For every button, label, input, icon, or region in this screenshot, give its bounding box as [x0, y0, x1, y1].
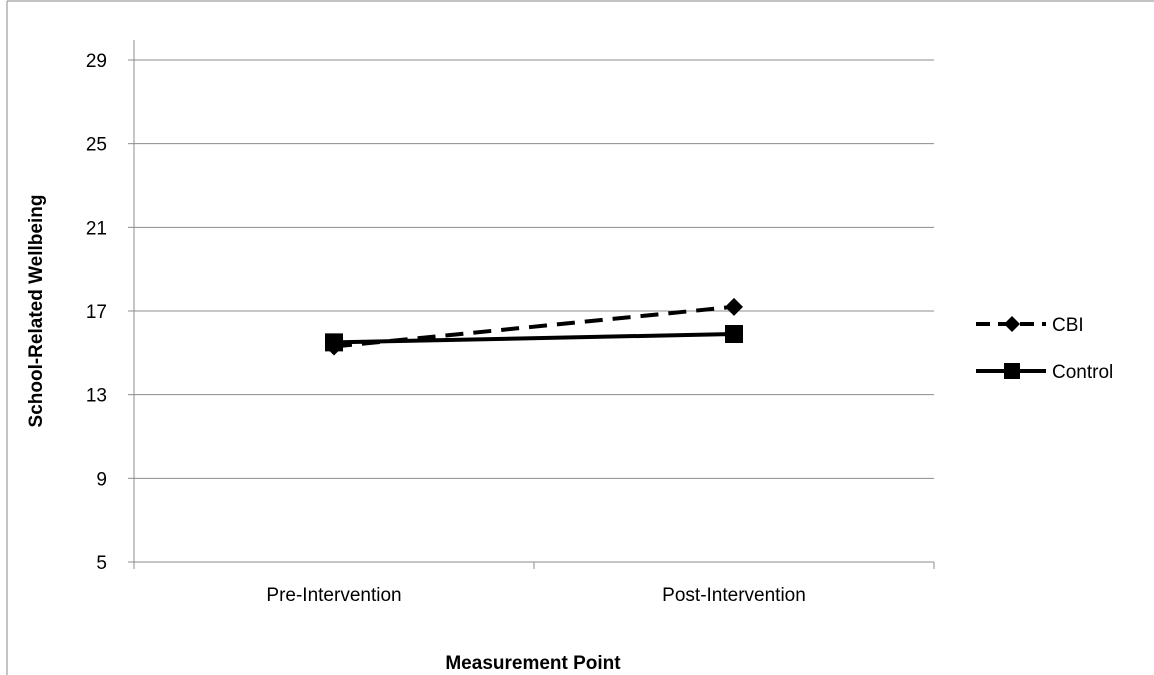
legend-label: Control	[1052, 362, 1113, 383]
x-tick-label: Pre-Intervention	[266, 585, 401, 606]
y-tick-label: 13	[86, 386, 107, 407]
y-axis-title: School-Related Wellbeing	[26, 195, 47, 428]
y-tick-labels: 5 9 13 17 21 25 29	[86, 51, 107, 574]
series	[325, 297, 743, 356]
legend-marker-diamond	[1004, 316, 1020, 332]
x-axis-title: Measurement Point	[445, 653, 621, 674]
legend: CBI Control	[976, 315, 1113, 383]
x-tick-label: Post-Intervention	[662, 585, 806, 606]
axes	[128, 40, 935, 569]
y-tick-label: 29	[86, 51, 107, 72]
y-tick-label: 9	[96, 469, 107, 490]
series-control	[325, 325, 743, 352]
legend-label: CBI	[1052, 315, 1084, 336]
gridlines	[134, 59, 934, 479]
legend-item-cbi: CBI	[976, 315, 1084, 336]
data-point-control	[725, 325, 743, 344]
legend-marker-square	[1004, 363, 1020, 379]
legend-item-control: Control	[976, 362, 1113, 383]
y-tick-label: 17	[86, 302, 107, 323]
series-cbi	[325, 297, 743, 356]
data-point-cbi	[725, 297, 743, 316]
series-line-control	[333, 332, 735, 345]
y-tick-label: 21	[86, 218, 107, 239]
x-tick-labels: Pre-Intervention Post-Intervention	[266, 585, 805, 606]
y-tick-label: 5	[96, 553, 107, 574]
data-point-control	[325, 333, 343, 352]
y-tick-label: 25	[86, 135, 107, 156]
